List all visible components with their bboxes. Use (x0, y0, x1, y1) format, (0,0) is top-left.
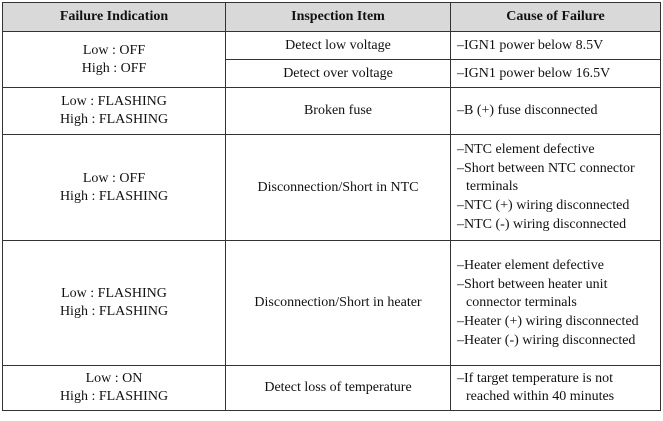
failure-cell: Low : OFF High : OFF (2, 31, 226, 88)
header-cell: Failure Indication (2, 2, 226, 32)
failure-line: Low : FLASHING (61, 286, 167, 301)
failure-cell: Low : FLASHING High : FLASHING (2, 240, 226, 366)
inspection-cell: Broken fuse (225, 87, 451, 135)
inspection-cell: Detect low voltage (225, 31, 451, 60)
failure-line: Low : OFF (82, 170, 146, 186)
cause-cell: –IGN1 power below 8.5V (450, 31, 661, 60)
cause-line: –B (+) fuse disconnected (457, 103, 598, 118)
cause-line: –Heater element defective (457, 257, 604, 273)
cause-line: –Short between NTC connector terminals (457, 161, 635, 194)
cause-line: –IGN1 power below 16.5V (457, 65, 611, 81)
inspection-cell: Disconnection/Short in NTC (225, 134, 451, 241)
failure-table: Failure Indication Inspection Item Cause o… (2, 2, 661, 411)
failure-cell: Low : OFF High : FLASHING (2, 134, 226, 241)
failure-line: High : FLASHING (59, 188, 169, 204)
cause-line: –NTC element defective (457, 142, 595, 157)
table-row: Low : FLASHING High : FLASHING Broken fuse… (2, 87, 661, 135)
cause-line: –If target temperature is not reached wi… (457, 371, 615, 404)
cause-line: –Short between heater unit connector ter… (457, 276, 608, 310)
cause-line: –IGN1 power below 8.5V (457, 37, 604, 53)
failure-line: High : FLASHING (59, 304, 169, 319)
cause-cell: –NTC element defective –Short between NTC… (450, 134, 661, 241)
table-row: Low : OFF High : OFF Detect low voltage –IG… (2, 31, 661, 88)
inspection-cell: Disconnection/Short in heater (225, 240, 451, 366)
cause-cell: –IGN1 power below 16.5V (450, 59, 661, 88)
header-cell: Inspection Item (225, 2, 451, 32)
cause-line: –Heater (+) wiring disconnected (457, 313, 639, 329)
cause-line: –NTC (-) wiring disconnected (457, 217, 627, 232)
table-row: Low : OFF High : FLASHING Disconnection/Sh… (2, 134, 661, 241)
inspection-cell: Detect loss of temperature (225, 365, 451, 411)
cause-cell: –B (+) fuse disconnected (450, 87, 661, 135)
table-body: Low : OFF High : OFF Detect low voltage –IG… (2, 31, 661, 411)
table-row: Low : ON High : FLASHING Detect loss of te… (2, 365, 661, 411)
failure-line: Low : FLASHING (61, 94, 167, 109)
header-cell: Cause of Failure (450, 2, 661, 32)
failure-cell: Low : ON High : FLASHING (2, 365, 226, 411)
cause-line: –Heater (-) wiring disconnected (457, 332, 636, 348)
table-row: Low : FLASHING High : FLASHING Disconnecti… (2, 240, 661, 366)
inspection-cell: Detect over voltage (225, 59, 451, 88)
failure-line: High : FLASHING (59, 112, 169, 127)
failure-cell: Low : FLASHING High : FLASHING (2, 87, 226, 135)
header-row: Failure Indication Inspection Item Cause o… (2, 2, 661, 32)
table-row: Detect over voltage –IGN1 power below 16.… (3, 59, 661, 88)
failure-line: High : FLASHING (59, 389, 169, 404)
cause-cell: –Heater element defective –Short between … (450, 240, 661, 366)
cause-line: –NTC (+) wiring disconnected (457, 198, 630, 213)
failure-line: Low : ON (85, 371, 143, 386)
cause-cell: –If target temperature is not reached wi… (450, 365, 661, 411)
failure-line: High : OFF (81, 60, 147, 76)
failure-line: Low : OFF (82, 42, 146, 58)
